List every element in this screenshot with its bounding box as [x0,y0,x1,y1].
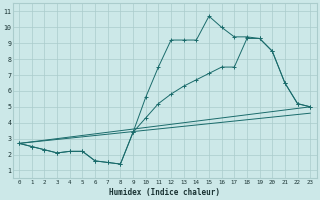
X-axis label: Humidex (Indice chaleur): Humidex (Indice chaleur) [109,188,220,197]
